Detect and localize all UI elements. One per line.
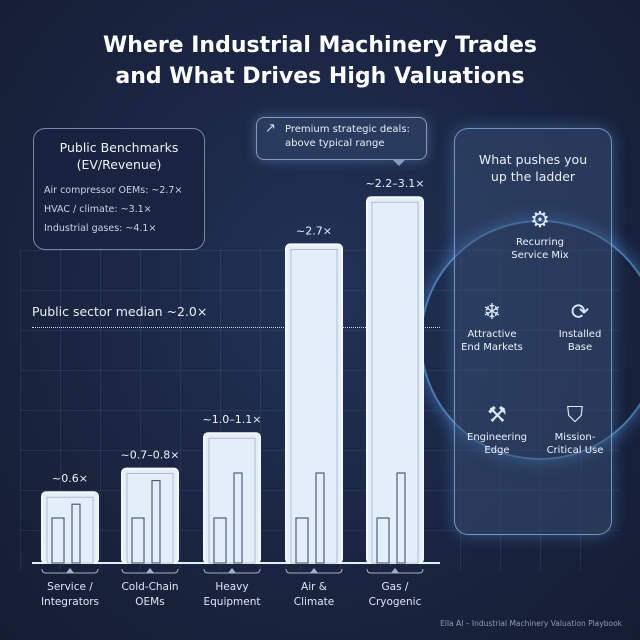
bar-inner-frame xyxy=(126,473,174,564)
drivers-panel: What pushes you up the ladder xyxy=(454,128,612,535)
value-label: ~2.2–3.1× xyxy=(366,177,425,190)
category-label: Cold-Chain xyxy=(121,581,178,593)
callout-line-1: Premium strategic deals: xyxy=(285,124,410,135)
title-line-1: Where Industrial Machinery Trades xyxy=(102,33,538,58)
bar-inner-frame xyxy=(290,248,338,564)
category-label: Heavy xyxy=(215,581,248,593)
machinery-tank-icon xyxy=(295,517,309,564)
machinery-stack-icon xyxy=(233,472,243,564)
category-label: OEMs xyxy=(135,596,164,608)
category-pointer xyxy=(310,568,318,573)
title-line-2: and What Drives High Valuations xyxy=(115,64,525,89)
shield-check-icon: ⛉ xyxy=(566,403,584,428)
benchmarks-title: Public Benchmarks (EV/Revenue) xyxy=(59,140,179,172)
bar-inner-frame xyxy=(371,201,419,564)
value-label: ~0.6× xyxy=(52,472,88,485)
benchmark-row: Industrial gases: ~4.1× xyxy=(44,223,157,234)
bar-inner-frame xyxy=(208,437,256,564)
page-title: Where Industrial Machinery Trades and Wh… xyxy=(0,30,640,92)
category-label: Climate xyxy=(294,596,334,608)
category-label: Gas / xyxy=(382,581,409,593)
category-label: Air & xyxy=(301,581,327,593)
conveyor-gear-icon: ⟳ xyxy=(570,300,590,325)
machinery-stack-icon xyxy=(151,480,161,564)
category-label: Equipment xyxy=(204,596,261,608)
driver-attractive-end-markets: ❄ Attractive End Markets xyxy=(447,300,537,354)
public-benchmarks-box: Public Benchmarks (EV/Revenue) Air compre… xyxy=(33,128,205,250)
driver-recurring-service-mix: ⚙ Recurring Service Mix xyxy=(495,208,585,262)
bar xyxy=(203,432,261,565)
arrow-up-right-icon: ↗ xyxy=(265,121,276,136)
median-line xyxy=(32,327,440,328)
category-pointer xyxy=(146,568,154,573)
bar xyxy=(285,243,343,564)
bar xyxy=(121,467,179,565)
bar xyxy=(41,491,99,565)
bolt-blueprint-icon: ⚒ xyxy=(487,403,507,428)
machinery-tank-icon xyxy=(213,517,227,564)
category-pointer xyxy=(391,568,399,573)
value-label: ~1.0–1.1× xyxy=(203,413,262,426)
machinery-tank-icon xyxy=(51,517,65,564)
machinery-stack-icon xyxy=(315,472,325,564)
benchmark-row: Air compressor OEMs: ~2.7× xyxy=(44,185,183,196)
category-label: Service / xyxy=(47,581,93,593)
median-label: Public sector median ~2.0× xyxy=(32,304,208,319)
category-pointer xyxy=(228,568,236,573)
category-label: Integrators xyxy=(41,596,99,608)
driver-installed-base: ⟳ Installed Base xyxy=(535,300,625,354)
category-pointer xyxy=(66,568,74,573)
machinery-stack-icon xyxy=(396,472,406,564)
footer-credit: Ella AI – Industrial Machinery Valuation… xyxy=(440,619,622,628)
panel-title: What pushes you up the ladder xyxy=(478,152,588,184)
driver-mission-critical-use: ⛉ Mission- Critical Use xyxy=(530,403,620,457)
category-label: Cryogenic xyxy=(369,596,422,608)
machinery-tank-icon xyxy=(376,517,390,564)
premium-deals-callout: ↗ Premium strategic deals: above typical… xyxy=(256,117,427,166)
wrench-gear-icon: ⚙ xyxy=(530,208,550,233)
machinery-tank-icon xyxy=(131,517,145,564)
driver-engineering-edge: ⚒ Engineering Edge xyxy=(452,403,542,457)
benchmark-row: HVAC / climate: ~3.1× xyxy=(44,204,152,215)
value-label: ~2.7× xyxy=(296,224,332,237)
bar-inner-frame xyxy=(46,496,94,564)
value-label: ~0.7–0.8× xyxy=(121,449,180,462)
pipe-leaf-snowflake-icon: ❄ xyxy=(482,300,502,325)
callout-line-2: above typical range xyxy=(285,138,385,149)
bar xyxy=(366,196,424,564)
machinery-stack-icon xyxy=(71,503,81,564)
